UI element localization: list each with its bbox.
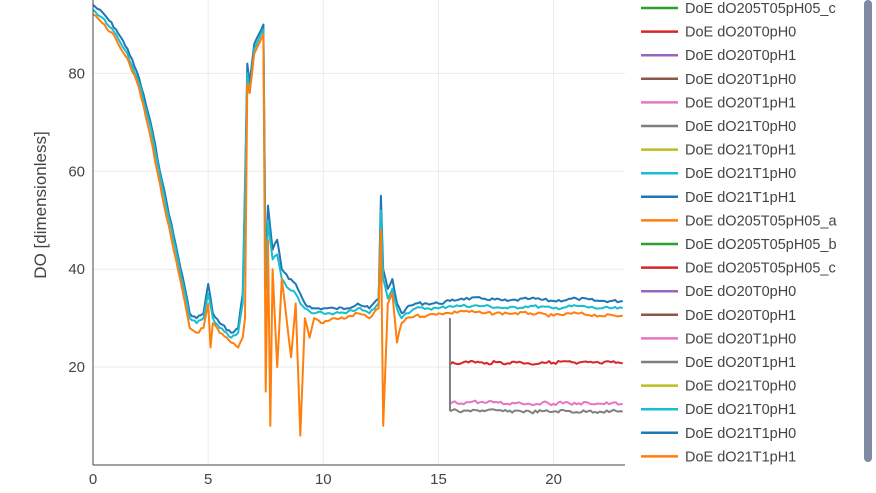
legend-label: DoE dO21T0pH1 [685,143,796,159]
legend-label: DoE dO20T0pH0 [685,284,796,300]
legend-label: DoE dO21T0pH1 [685,402,796,418]
legend-item[interactable]: DoE dO21T1pH1 [641,449,796,465]
series-line-2[interactable] [92,13,623,437]
x-tick-label: 0 [89,471,97,488]
x-tick-label: 10 [315,471,332,488]
legend-label: DoE dO21T0pH0 [685,379,796,395]
y-axis-label: DO [dimensionless] [31,131,50,278]
y-tick-labels: 20 40 60 80 [68,65,85,376]
series-line-4[interactable] [449,399,623,407]
legend-label: DoE dO205T05pH05_c [685,1,836,17]
legend-label: DoE dO20T1pH0 [685,331,796,347]
legend-scrollbar[interactable] [864,0,872,462]
x-tick-labels: 0 5 10 15 20 [89,471,562,488]
legend-label: DoE dO20T1pH1 [685,95,796,111]
y-tick-label: 40 [68,261,85,278]
legend-item[interactable]: DoE dO21T0pH0 [641,119,796,135]
legend-item[interactable]: DoE dO20T0pH1 [641,308,796,324]
series-line-0[interactable] [92,4,623,334]
legend-label: DoE dO21T0pH0 [685,119,796,135]
legend-label: DoE dO20T1pH0 [685,72,796,88]
legend-item[interactable]: DoE dO20T1pH1 [641,355,796,371]
legend-label: DoE dO21T1pH0 [685,166,796,182]
legend-label: DoE dO205T05pH05_c [685,261,836,277]
legend-item[interactable]: DoE dO205T05pH05_b [641,237,837,253]
legend-label: DoE dO205T05pH05_a [685,213,837,229]
legend[interactable]: DoE dO205T05pH05_c DoE dO20T0pH0 DoE dO20T… [641,1,837,465]
legend-label: DoE dO21T1pH0 [685,426,796,442]
legend-label: DoE dO21T1pH1 [685,449,796,465]
legend-label: DoE dO205T05pH05_b [685,237,837,253]
y-tick-label: 20 [68,359,85,376]
legend-item[interactable]: DoE dO20T1pH1 [641,95,796,111]
series-line-1[interactable] [92,9,624,339]
y-tick-label: 60 [68,163,85,180]
series-line-5[interactable] [449,408,623,415]
legend-item[interactable]: DoE dO21T0pH1 [641,143,796,159]
legend-item[interactable]: DoE dO21T1pH0 [641,426,796,442]
legend-item[interactable]: DoE dO205T05pH05_c [641,1,836,17]
legend-item[interactable]: DoE dO20T0pH0 [641,284,796,300]
x-tick-label: 15 [430,471,447,488]
legend-item[interactable]: DoE dO21T0pH0 [641,379,796,395]
legend-label: DoE dO20T0pH1 [685,308,796,324]
x-tick-label: 5 [204,471,212,488]
legend-item[interactable]: DoE dO20T0pH0 [641,25,796,41]
plot-area[interactable] [92,4,624,437]
y-tick-label: 80 [68,65,85,82]
legend-label: DoE dO20T0pH1 [685,48,796,64]
legend-item[interactable]: DoE dO21T0pH1 [641,402,796,418]
legend-item[interactable]: DoE dO20T0pH1 [641,48,796,64]
series-line-3[interactable] [449,360,623,366]
legend-item[interactable]: DoE dO205T05pH05_c [641,261,836,277]
legend-item[interactable]: DoE dO20T1pH0 [641,331,796,347]
legend-label: DoE dO21T1pH1 [685,190,796,206]
x-tick-label: 20 [545,471,562,488]
legend-item[interactable]: DoE dO20T1pH0 [641,72,796,88]
legend-item[interactable]: DoE dO21T1pH1 [641,190,796,206]
legend-label: DoE dO20T1pH1 [685,355,796,371]
legend-item[interactable]: DoE dO21T1pH0 [641,166,796,182]
legend-item[interactable]: DoE dO205T05pH05_a [641,213,837,229]
legend-label: DoE dO20T0pH0 [685,25,796,41]
